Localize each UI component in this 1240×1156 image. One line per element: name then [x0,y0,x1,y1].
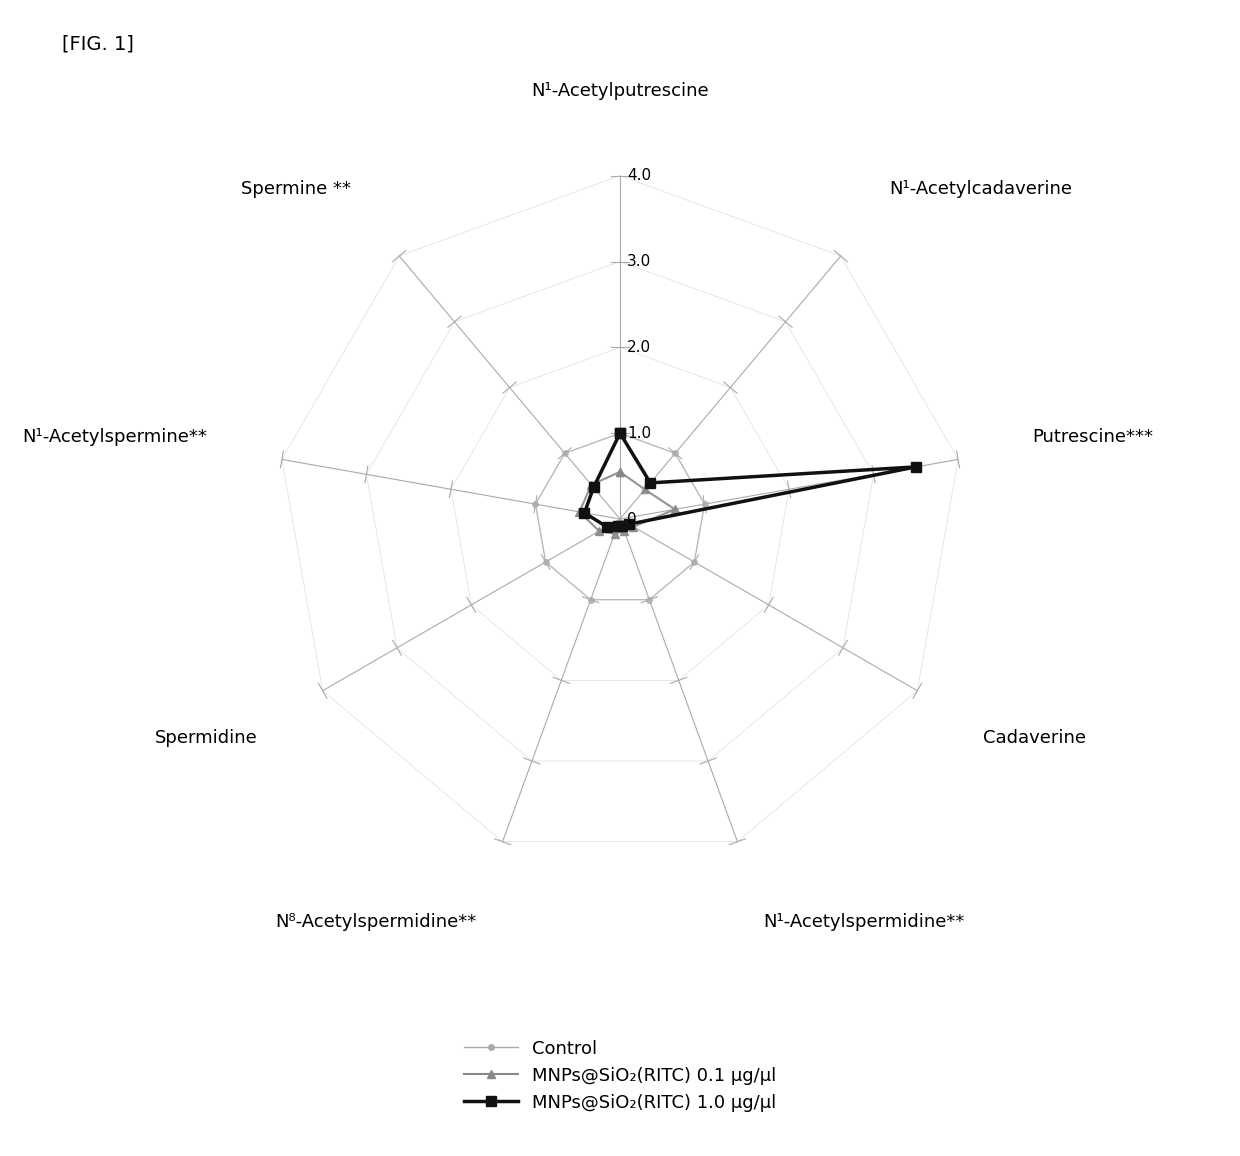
Text: N¹-Acetylspermidine**: N¹-Acetylspermidine** [764,913,965,931]
Text: 0: 0 [627,512,636,526]
Text: 3.0: 3.0 [627,254,651,269]
Text: 2.0: 2.0 [627,340,651,355]
Text: N⁸-Acetylspermidine**: N⁸-Acetylspermidine** [275,913,476,931]
Text: 1.0: 1.0 [627,425,651,440]
Text: Cadaverine: Cadaverine [983,728,1086,747]
Text: N¹-Acetylspermine**: N¹-Acetylspermine** [22,429,207,446]
Text: N¹-Acetylcadaverine: N¹-Acetylcadaverine [889,180,1073,198]
Text: 4.0: 4.0 [627,168,651,183]
Text: Putrescine***: Putrescine*** [1033,429,1153,446]
Legend: Control, MNPs@SiO₂(RITC) 0.1 μg/μl, MNPs@SiO₂(RITC) 1.0 μg/μl: Control, MNPs@SiO₂(RITC) 0.1 μg/μl, MNPs… [445,1022,795,1129]
Text: Spermidine: Spermidine [155,728,257,747]
Text: Spermine **: Spermine ** [241,180,351,198]
Text: N¹-Acetylputrescine: N¹-Acetylputrescine [531,82,709,101]
Text: [FIG. 1]: [FIG. 1] [62,35,134,53]
